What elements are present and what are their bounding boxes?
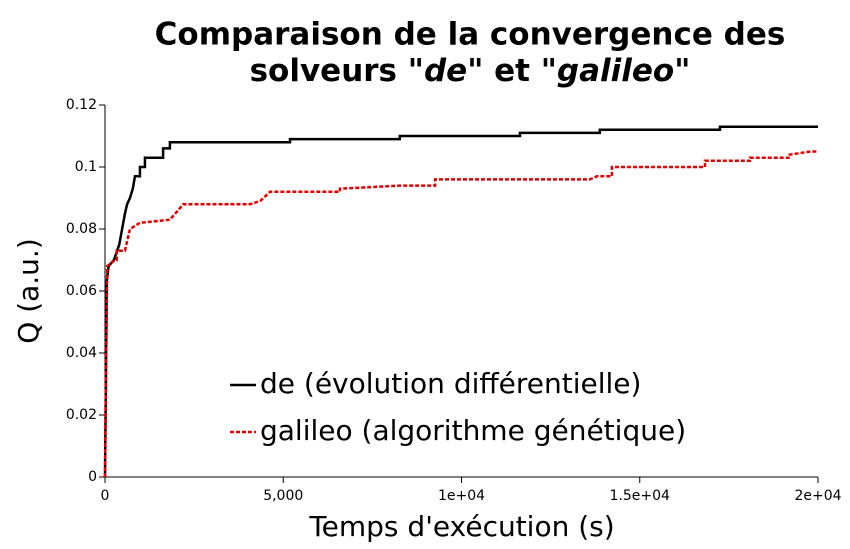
y-tick-label: 0.08 bbox=[66, 221, 97, 237]
y-tick-label: 0 bbox=[88, 469, 97, 485]
title-part: de bbox=[424, 53, 467, 89]
legend-label: galileo (algorithme génétique) bbox=[260, 414, 686, 447]
title-part: galileo bbox=[557, 53, 674, 89]
chart-title: solveurs "de" et "galileo" bbox=[250, 53, 691, 89]
series-line bbox=[103, 125, 818, 478]
y-axis-label: Q (a.u.) bbox=[12, 238, 45, 344]
x-tick-label: 1.5e+04 bbox=[610, 488, 671, 504]
x-tick-label: 1e+04 bbox=[438, 488, 485, 504]
x-tick-label: 2e+04 bbox=[794, 488, 841, 504]
legend-label: de (évolution différentielle) bbox=[260, 367, 641, 400]
y-tick-label: 0.1 bbox=[75, 159, 97, 175]
x-tick-label: 5,000 bbox=[263, 488, 303, 504]
y-tick-label: 0.04 bbox=[66, 345, 97, 361]
title-part: solveurs " bbox=[250, 53, 424, 89]
series-line bbox=[103, 150, 818, 478]
y-tick-label: 0.06 bbox=[66, 283, 97, 299]
chart-title: Comparaison de la convergence des bbox=[155, 17, 786, 53]
y-tick-label: 0.02 bbox=[66, 407, 97, 423]
x-axis-label: Temps d'exécution (s) bbox=[308, 510, 614, 543]
y-tick-label: 0.12 bbox=[66, 97, 97, 113]
title-part: " et " bbox=[467, 53, 557, 89]
title-part: " bbox=[674, 53, 690, 89]
x-tick-label: 0 bbox=[101, 488, 110, 504]
